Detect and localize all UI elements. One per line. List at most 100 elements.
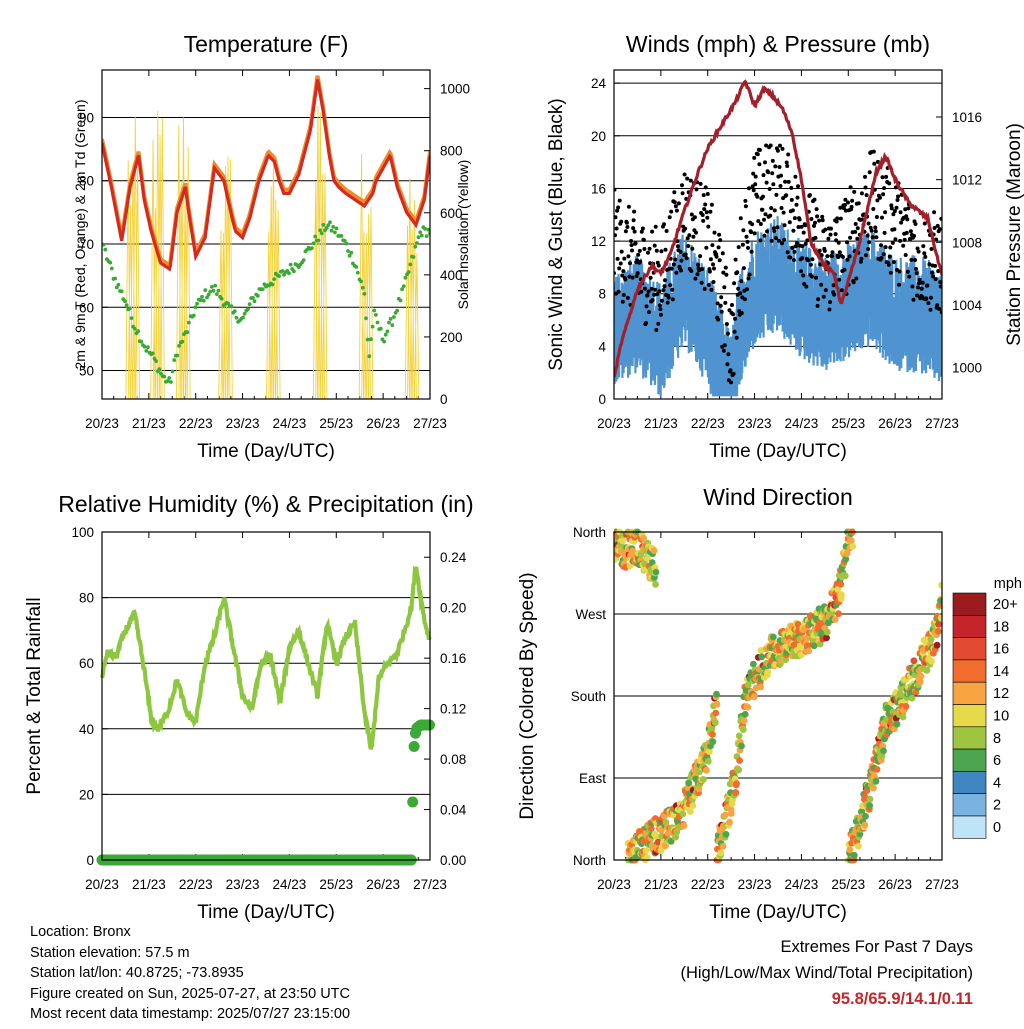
gust-point <box>881 252 886 257</box>
gust-point <box>719 295 724 300</box>
gust-point <box>624 220 629 225</box>
y-tick-label: 90 <box>79 110 94 125</box>
gust-point <box>806 258 811 263</box>
dewpoint-point <box>339 234 344 238</box>
gust-point <box>703 185 708 190</box>
direction-point <box>689 802 697 809</box>
dewpoint-point <box>364 316 368 321</box>
gust-point <box>794 202 799 207</box>
direction-point <box>741 710 749 718</box>
direction-point <box>916 678 924 686</box>
x-tick-label: 22/23 <box>179 416 213 431</box>
legend-swatch <box>952 704 987 728</box>
dewpoint-point <box>406 270 411 274</box>
direction-point <box>910 657 918 665</box>
x-axis-label: Time (Day/UTC) <box>197 441 335 462</box>
gust-point <box>614 215 618 220</box>
x-tick-label: 25/23 <box>319 877 353 892</box>
dewpoint-point <box>398 298 403 303</box>
gust-point <box>704 210 709 215</box>
gust-point <box>901 243 906 248</box>
dewpoint-point <box>159 371 163 376</box>
gust-point <box>672 200 677 205</box>
solar-insolation-line <box>218 156 233 399</box>
gust-point <box>753 174 758 179</box>
gust-point <box>859 256 864 261</box>
gust-point <box>659 249 664 254</box>
gust-point <box>851 280 856 285</box>
gust-point <box>736 245 741 250</box>
y-tick-label: 60 <box>79 300 94 315</box>
gust-point <box>665 300 670 305</box>
gust-point <box>863 174 867 179</box>
x-tick-label: 20/23 <box>85 877 119 892</box>
gust-point <box>853 222 858 226</box>
dewpoint-point <box>198 298 203 303</box>
y-right-tick-label: 600 <box>440 206 463 221</box>
direction-point <box>902 703 910 710</box>
gust-point <box>716 317 721 322</box>
gust-point <box>711 280 716 284</box>
gust-point <box>905 217 910 222</box>
gust-point <box>922 221 927 226</box>
dewpoint-point <box>288 262 293 267</box>
gust-point <box>887 181 892 186</box>
gust-point <box>804 284 809 289</box>
gust-point <box>768 213 773 218</box>
x-tick-label: 20/23 <box>597 416 631 431</box>
chart-title: Temperature (F) <box>184 31 349 57</box>
direction-point <box>866 802 874 809</box>
gust-point <box>731 371 736 376</box>
direction-point <box>831 616 839 623</box>
direction-point <box>897 691 905 699</box>
plot-border <box>613 531 943 861</box>
gust-point <box>809 217 814 221</box>
dewpoint-point <box>375 320 380 325</box>
direction-point <box>709 730 716 738</box>
gust-point <box>694 187 699 192</box>
direction-point <box>704 757 712 765</box>
gust-point <box>721 348 726 353</box>
y-tick-label: 20 <box>591 129 606 144</box>
gust-point <box>715 301 720 306</box>
gust-point <box>763 212 768 217</box>
direction-point <box>757 683 764 691</box>
gust-point <box>657 303 662 308</box>
gust-point <box>889 203 894 208</box>
direction-point <box>619 537 626 545</box>
gust-point <box>733 257 738 262</box>
legend-label: 4 <box>993 775 1001 791</box>
gust-point <box>654 248 659 253</box>
y-tick-label: 80 <box>79 591 94 606</box>
gust-point <box>646 250 650 255</box>
direction-point <box>722 831 730 838</box>
gust-point <box>933 263 938 268</box>
dewpoint-point <box>408 262 413 267</box>
y-tick-label: West <box>575 607 606 622</box>
gust-point <box>616 205 621 210</box>
gust-point <box>758 222 763 226</box>
solar-insolation-line <box>125 117 140 399</box>
dewpoint-point <box>311 241 316 246</box>
gust-point <box>655 292 660 297</box>
dewpoint-point <box>321 223 326 227</box>
y-tick-label: North <box>573 853 606 868</box>
legend-label: 8 <box>993 731 1001 747</box>
direction-point <box>823 628 831 636</box>
gust-point <box>887 254 892 259</box>
gust-point <box>880 175 885 180</box>
dewpoint-point <box>359 279 363 284</box>
gust-point <box>932 226 937 230</box>
gust-point <box>708 257 713 262</box>
gust-point <box>627 274 632 279</box>
plot-area <box>96 565 435 866</box>
gust-point <box>648 275 653 280</box>
direction-point <box>841 572 849 580</box>
gust-point <box>619 249 624 254</box>
gust-point <box>753 182 758 187</box>
x-axis-label: Time (Day/UTC) <box>709 902 847 923</box>
gust-point <box>743 198 748 203</box>
y-tick-label: 60 <box>79 656 94 671</box>
gust-point <box>786 179 791 184</box>
dewpoint-point <box>360 285 365 290</box>
